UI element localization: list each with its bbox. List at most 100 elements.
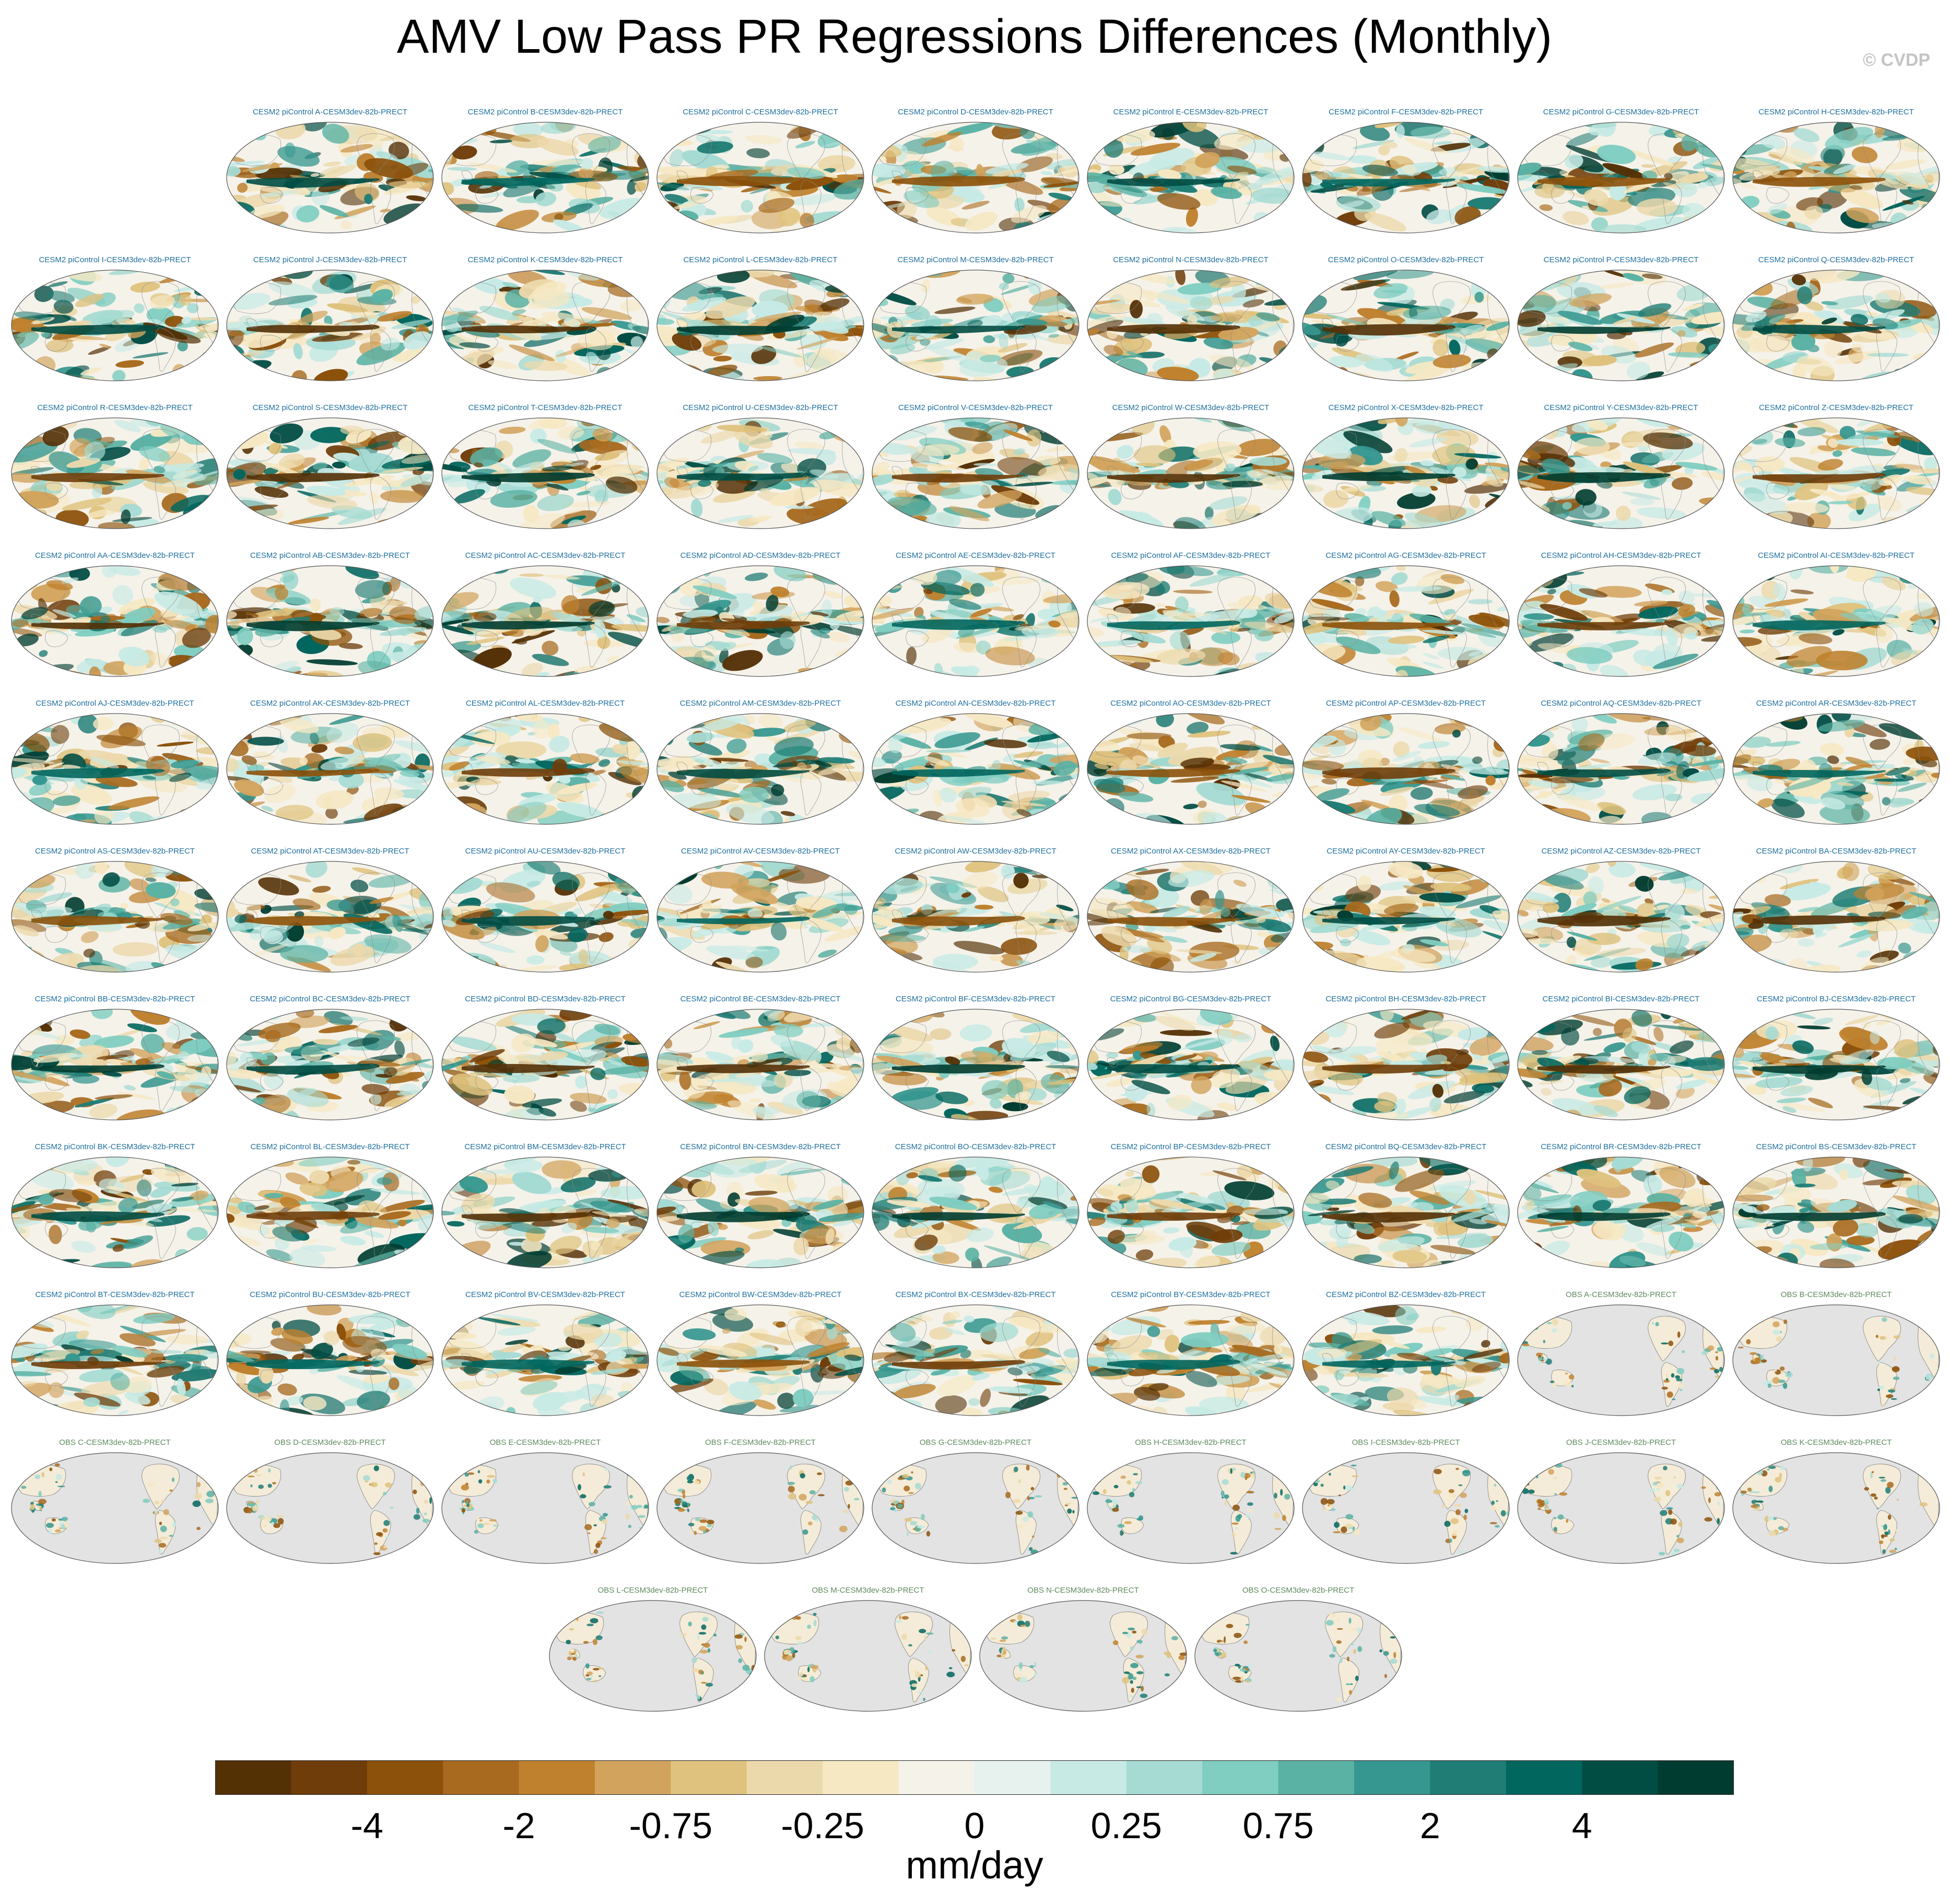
map-panel: CESM2 piControl T-CESM3dev-82b-PRECT bbox=[440, 403, 651, 534]
panel-label: CESM2 piControl AE-CESM3dev-82b-PRECT bbox=[896, 551, 1055, 560]
map-panel: CESM2 piControl W-CESM3dev-82b-PRECT bbox=[1085, 403, 1296, 534]
map-panel: OBS J-CESM3dev-82b-PRECT bbox=[1516, 1438, 1727, 1569]
panel-label: CESM2 piControl BK-CESM3dev-82b-PRECT bbox=[34, 1142, 195, 1151]
regression-map bbox=[11, 1304, 219, 1416]
colorbar-box bbox=[1658, 1760, 1734, 1795]
colorbar-box bbox=[1050, 1760, 1127, 1795]
map-panel: CESM2 piControl O-CESM3dev-82b-PRECT bbox=[1300, 255, 1511, 386]
map-panel: CESM2 piControl D-CESM3dev-82b-PRECT bbox=[870, 108, 1081, 238]
map-panel: CESM2 piControl BO-CESM3dev-82b-PRECT bbox=[870, 1142, 1081, 1273]
regression-map bbox=[1732, 1304, 1940, 1416]
regression-map bbox=[1302, 1452, 1510, 1564]
panel-label: OBS C-CESM3dev-82b-PRECT bbox=[59, 1438, 171, 1447]
map-panel: OBS A-CESM3dev-82b-PRECT bbox=[1516, 1290, 1727, 1421]
regression-map bbox=[1517, 1157, 1725, 1268]
regression-map bbox=[1302, 122, 1510, 233]
regression-map bbox=[656, 1157, 864, 1268]
regression-map bbox=[1302, 1009, 1510, 1120]
regression-map bbox=[1302, 1157, 1510, 1268]
map-panel: CESM2 piControl AL-CESM3dev-82b-PRECT bbox=[440, 699, 651, 830]
panel-label: CESM2 piControl BG-CESM3dev-82b-PRECT bbox=[1110, 995, 1272, 1003]
regression-map bbox=[1194, 1600, 1402, 1712]
regression-map bbox=[1087, 861, 1295, 973]
panel-label: CESM2 piControl H-CESM3dev-82b-PRECT bbox=[1758, 108, 1914, 116]
regression-map bbox=[872, 1157, 1079, 1268]
map-panel: OBS H-CESM3dev-82b-PRECT bbox=[1085, 1438, 1296, 1569]
map-panel: CESM2 piControl S-CESM3dev-82b-PRECT bbox=[225, 403, 436, 534]
regression-map bbox=[441, 417, 649, 529]
map-panel: OBS L-CESM3dev-82b-PRECT bbox=[547, 1586, 758, 1716]
panel-label: CESM2 piControl N-CESM3dev-82b-PRECT bbox=[1113, 255, 1269, 264]
map-panel: CESM2 piControl BI-CESM3dev-82b-PRECT bbox=[1516, 995, 1727, 1125]
map-panel: CESM2 piControl P-CESM3dev-82b-PRECT bbox=[1516, 255, 1727, 386]
colorbar-box bbox=[671, 1760, 747, 1795]
panel-label: CESM2 piControl BS-CESM3dev-82b-PRECT bbox=[1756, 1142, 1917, 1151]
colorbar-box bbox=[823, 1760, 899, 1795]
panel-label: CESM2 piControl J-CESM3dev-82b-PRECT bbox=[253, 255, 407, 264]
regression-map bbox=[441, 1009, 649, 1120]
panel-label: CESM2 piControl BZ-CESM3dev-82b-PRECT bbox=[1326, 1290, 1486, 1299]
panel-label: CESM2 piControl AA-CESM3dev-82b-PRECT bbox=[35, 551, 195, 560]
panel-label: OBS J-CESM3dev-82b-PRECT bbox=[1566, 1438, 1676, 1447]
panel-label: OBS M-CESM3dev-82b-PRECT bbox=[812, 1586, 924, 1595]
regression-map bbox=[656, 1304, 864, 1416]
panel-label: CESM2 piControl Z-CESM3dev-82b-PRECT bbox=[1759, 403, 1913, 412]
panel-label: CESM2 piControl M-CESM3dev-82b-PRECT bbox=[897, 255, 1054, 264]
panel-label: CESM2 piControl Y-CESM3dev-82b-PRECT bbox=[1544, 403, 1698, 412]
regression-map bbox=[764, 1600, 972, 1712]
map-panel: CESM2 piControl H-CESM3dev-82b-PRECT bbox=[1731, 108, 1942, 238]
map-panel: CESM2 piControl BJ-CESM3dev-82b-PRECT bbox=[1731, 995, 1942, 1125]
figure-title: AMV Low Pass PR Regressions Differences … bbox=[396, 10, 1553, 63]
map-panel: CESM2 piControl AJ-CESM3dev-82b-PRECT bbox=[9, 699, 220, 830]
regression-map bbox=[441, 565, 649, 677]
regression-map bbox=[872, 1009, 1079, 1120]
regression-map bbox=[872, 1304, 1079, 1416]
colorbar-box bbox=[215, 1760, 291, 1795]
colorbar-box bbox=[443, 1760, 520, 1795]
regression-map bbox=[1517, 861, 1725, 973]
panel-label: CESM2 piControl BF-CESM3dev-82b-PRECT bbox=[896, 995, 1055, 1003]
map-panel: CESM2 piControl AR-CESM3dev-82b-PRECT bbox=[1731, 699, 1942, 830]
regression-map bbox=[11, 417, 219, 529]
map-panel: CESM2 piControl AE-CESM3dev-82b-PRECT bbox=[870, 551, 1081, 682]
panel-label: CESM2 piControl AW-CESM3dev-82b-PRECT bbox=[895, 847, 1056, 856]
map-panel: CESM2 piControl AS-CESM3dev-82b-PRECT bbox=[9, 847, 220, 977]
map-panel: CESM2 piControl R-CESM3dev-82b-PRECT bbox=[9, 403, 220, 534]
panel-label: CESM2 piControl AJ-CESM3dev-82b-PRECT bbox=[36, 699, 194, 708]
colorbar-tick-label: -0.75 bbox=[629, 1805, 713, 1846]
panel-label: CESM2 piControl AX-CESM3dev-82b-PRECT bbox=[1111, 847, 1271, 856]
regression-map bbox=[1732, 417, 1940, 529]
colorbar-tick-label: 0 bbox=[964, 1805, 985, 1846]
regression-map bbox=[441, 270, 649, 381]
map-panel: CESM2 piControl AV-CESM3dev-82b-PRECT bbox=[655, 847, 866, 977]
panel-label: CESM2 piControl AM-CESM3dev-82b-PRECT bbox=[679, 699, 841, 708]
colorbar-tick-label: -4 bbox=[350, 1805, 383, 1846]
panel-label: CESM2 piControl AC-CESM3dev-82b-PRECT bbox=[465, 551, 626, 560]
panel-label: CESM2 piControl BX-CESM3dev-82b-PRECT bbox=[895, 1290, 1056, 1299]
map-panel: CESM2 piControl AH-CESM3dev-82b-PRECT bbox=[1516, 551, 1727, 682]
regression-map bbox=[1087, 713, 1295, 825]
colorbar-box bbox=[595, 1760, 671, 1795]
map-panel: OBS F-CESM3dev-82b-PRECT bbox=[655, 1438, 866, 1569]
map-panel: CESM2 piControl I-CESM3dev-82b-PRECT bbox=[9, 255, 220, 386]
panel-label: CESM2 piControl X-CESM3dev-82b-PRECT bbox=[1328, 403, 1484, 412]
panel-label: CESM2 piControl AB-CESM3dev-82b-PRECT bbox=[250, 551, 410, 560]
colorbar bbox=[215, 1760, 1734, 1795]
regression-map bbox=[872, 417, 1079, 529]
map-panel: CESM2 piControl AP-CESM3dev-82b-PRECT bbox=[1300, 699, 1511, 830]
map-panel: CESM2 piControl BT-CESM3dev-82b-PRECT bbox=[9, 1290, 220, 1421]
regression-map bbox=[1087, 565, 1295, 677]
regression-map bbox=[872, 713, 1079, 825]
map-panel: CESM2 piControl BK-CESM3dev-82b-PRECT bbox=[9, 1142, 220, 1273]
regression-map bbox=[656, 270, 864, 381]
regression-map bbox=[1732, 713, 1940, 825]
regression-map bbox=[656, 713, 864, 825]
regression-map bbox=[656, 417, 864, 529]
regression-map bbox=[1087, 1009, 1295, 1120]
regression-map bbox=[656, 861, 864, 973]
panel-label: CESM2 piControl I-CESM3dev-82b-PRECT bbox=[39, 255, 191, 264]
panel-label: CESM2 piControl D-CESM3dev-82b-PRECT bbox=[898, 108, 1053, 116]
colorbar-tick-label: 2 bbox=[1419, 1805, 1440, 1846]
map-panel: CESM2 piControl AA-CESM3dev-82b-PRECT bbox=[9, 551, 220, 682]
colorbar-tick-label: 4 bbox=[1571, 1805, 1592, 1846]
